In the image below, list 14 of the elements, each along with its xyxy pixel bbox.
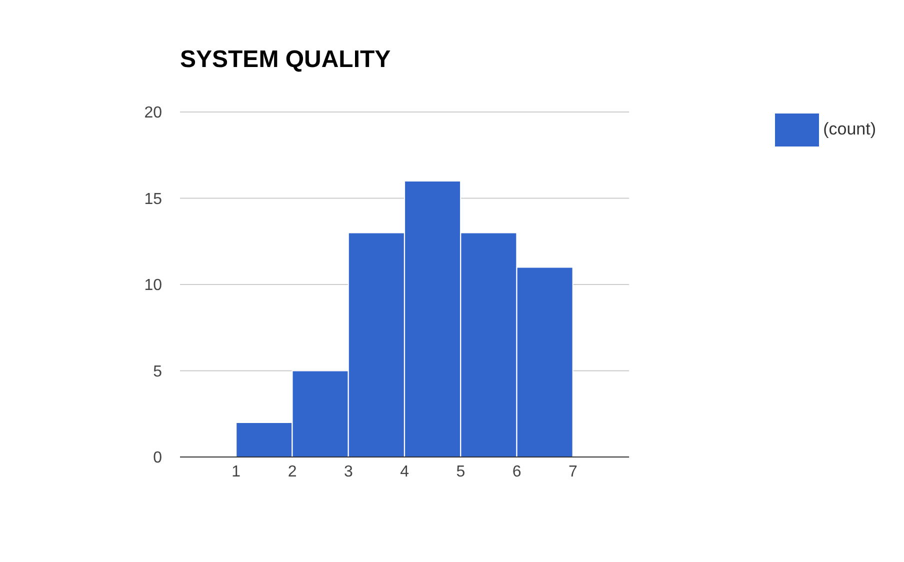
y-tick-label: 5 (153, 363, 162, 380)
y-tick-label: 0 (153, 450, 162, 467)
x-tick-label: 1 (232, 463, 241, 480)
y-tick-label: 20 (144, 104, 162, 122)
x-tick-label: 3 (344, 463, 353, 480)
x-tick-label: 4 (400, 463, 410, 480)
x-tick-label: 7 (568, 463, 578, 480)
y-tick-label: 10 (144, 277, 162, 294)
legend-label: (count) (823, 119, 876, 138)
x-tick-label: 6 (512, 463, 522, 480)
y-tick-label: 15 (144, 190, 162, 208)
x-tick-label: 5 (456, 463, 466, 480)
x-tick-label: 2 (288, 463, 297, 480)
chart-title: SYSTEM QUALITY (180, 46, 391, 74)
